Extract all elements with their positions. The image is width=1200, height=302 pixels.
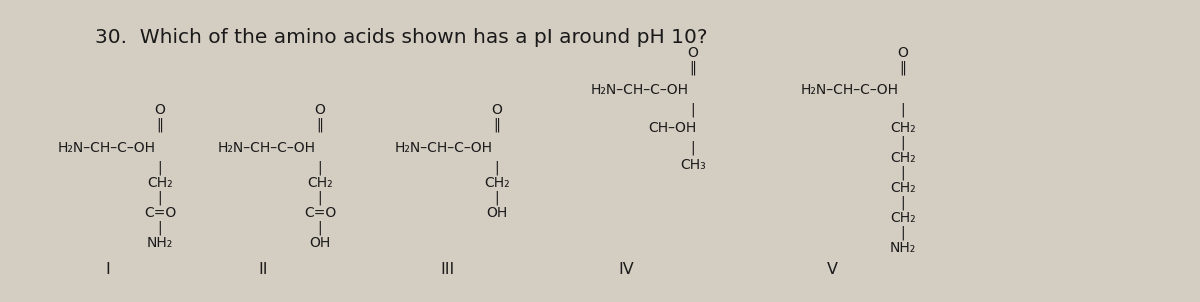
Text: I: I (106, 262, 109, 278)
Text: |: | (901, 166, 905, 180)
Text: |: | (318, 221, 323, 235)
Text: IV: IV (618, 262, 634, 278)
Text: O: O (898, 46, 908, 60)
Text: CH₂: CH₂ (307, 176, 332, 190)
Text: |: | (157, 161, 162, 175)
Text: |: | (901, 103, 905, 117)
Text: ‖: ‖ (493, 118, 500, 132)
Text: |: | (901, 196, 905, 210)
Text: CH₂: CH₂ (148, 176, 173, 190)
Text: H₂N–CH–C–OH: H₂N–CH–C–OH (58, 141, 156, 155)
Text: C=O: C=O (304, 206, 336, 220)
Text: |: | (691, 103, 695, 117)
Text: |: | (318, 161, 323, 175)
Text: |: | (901, 136, 905, 150)
Text: |: | (157, 221, 162, 235)
Text: CH₂: CH₂ (890, 211, 916, 225)
Text: II: II (258, 262, 268, 278)
Text: CH–OH: CH–OH (648, 121, 696, 135)
Text: CH₂: CH₂ (890, 181, 916, 195)
Text: CH₂: CH₂ (484, 176, 510, 190)
Text: |: | (691, 141, 695, 155)
Text: OH: OH (310, 236, 331, 250)
Text: ‖: ‖ (900, 61, 906, 75)
Text: ‖: ‖ (317, 118, 324, 132)
Text: O: O (492, 103, 503, 117)
Text: CH₂: CH₂ (890, 121, 916, 135)
Text: CH₃: CH₃ (680, 158, 706, 172)
Text: H₂N–CH–C–OH: H₂N–CH–C–OH (395, 141, 493, 155)
Text: C=O: C=O (144, 206, 176, 220)
Text: |: | (318, 191, 323, 205)
Text: ‖: ‖ (690, 61, 696, 75)
Text: NH₂: NH₂ (146, 236, 173, 250)
Text: |: | (901, 226, 905, 240)
Text: OH: OH (486, 206, 508, 220)
Text: O: O (688, 46, 698, 60)
Text: 30.  Which of the amino acids shown has a pI around pH 10?: 30. Which of the amino acids shown has a… (95, 28, 708, 47)
Text: III: III (440, 262, 455, 278)
Text: H₂N–CH–C–OH: H₂N–CH–C–OH (802, 83, 899, 97)
Text: CH₂: CH₂ (890, 151, 916, 165)
Text: |: | (157, 191, 162, 205)
Text: ‖: ‖ (156, 118, 163, 132)
Text: NH₂: NH₂ (890, 241, 916, 255)
Text: H₂N–CH–C–OH: H₂N–CH–C–OH (592, 83, 689, 97)
Text: V: V (827, 262, 838, 278)
Text: |: | (494, 161, 499, 175)
Text: H₂N–CH–C–OH: H₂N–CH–C–OH (218, 141, 316, 155)
Text: O: O (155, 103, 166, 117)
Text: |: | (494, 191, 499, 205)
Text: O: O (314, 103, 325, 117)
